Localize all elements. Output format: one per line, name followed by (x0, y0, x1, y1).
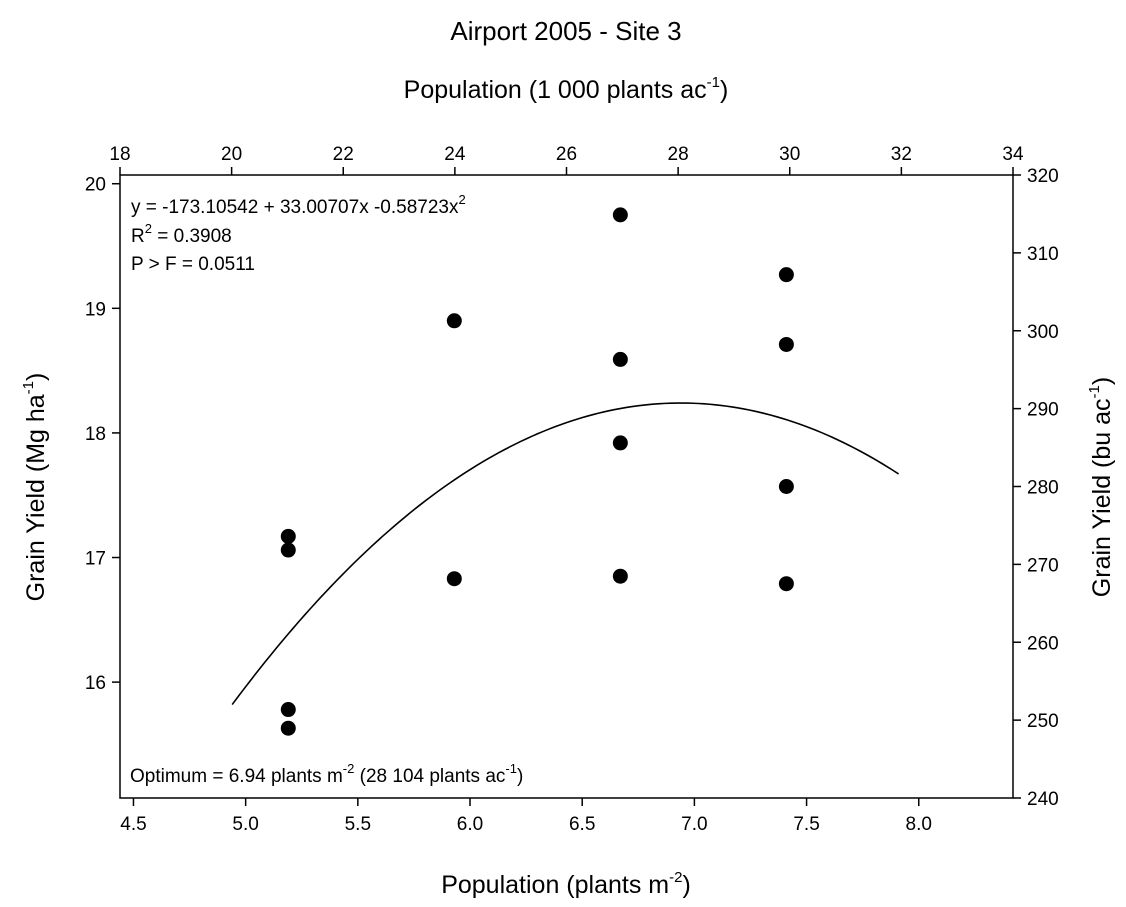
y-right-tick-label: 250 (1027, 711, 1059, 732)
data-point (280, 528, 296, 544)
data-point (612, 207, 628, 223)
optimum-label: Optimum = 6.94 plants m-2 (28 104 plants… (130, 761, 523, 787)
data-point (778, 479, 794, 494)
x-bottom-tick-label: 5.0 (232, 814, 258, 835)
data-point (612, 568, 628, 584)
x-top-tick-label: 26 (556, 144, 577, 165)
x-bottom-tick-label: 7.0 (681, 814, 707, 835)
data-point (280, 720, 296, 736)
chart-title: Airport 2005 - Site 3 (450, 16, 681, 46)
p-value-label: P > F = 0.0511 (131, 254, 255, 275)
x-top-tick-label: 32 (891, 144, 912, 165)
x-bottom-tick-label: 7.5 (793, 814, 819, 835)
right-axis-label: Grain Yield (bu ac-1) (1086, 377, 1116, 597)
y-right-tick-label: 260 (1027, 633, 1059, 654)
left-axis-label: Grain Yield (Mg ha-1) (20, 373, 50, 602)
y-left-tick-label: 17 (85, 549, 106, 570)
tick-layer: 4.5 5.0 5.5 6.0 6.5 7.0 7.5 8.018 20 22 24 26 28 30 32… (85, 144, 1059, 835)
x-bottom-tick-label: 4.5 (120, 814, 146, 835)
y-left-tick-label: 19 (85, 299, 106, 320)
x-bottom-tick-label: 6.5 (569, 814, 595, 835)
data-point (280, 542, 296, 558)
x-top-tick-label: 22 (333, 144, 354, 165)
y-right-tick-label: 240 (1027, 789, 1059, 810)
x-bottom-tick-label: 5.5 (345, 814, 371, 835)
data-point (778, 576, 794, 592)
fit-curve (231, 402, 900, 706)
x-top-tick-label: 18 (109, 144, 130, 165)
y-right-tick-label: 270 (1027, 555, 1059, 576)
x-top-tick-label: 34 (1002, 144, 1024, 165)
data-points (280, 207, 794, 736)
x-bottom-tick-label: 6.0 (457, 814, 483, 835)
x-bottom-tick-label: 8.0 (906, 814, 932, 835)
data-point (612, 435, 628, 451)
x-top-tick-label: 24 (444, 144, 466, 165)
bottom-axis-label: Population (plants m-2) (441, 869, 691, 899)
equation-label: y = -173.10542 + 33.00707x -0.58723x2 (131, 192, 466, 218)
data-point (280, 702, 296, 718)
data-point (778, 336, 794, 352)
x-top-tick-label: 20 (221, 144, 242, 165)
r-squared-label: R2 = 0.3908 (131, 221, 232, 247)
data-point (612, 351, 628, 367)
y-right-tick-label: 300 (1027, 322, 1059, 343)
data-point (446, 313, 462, 329)
data-point (446, 571, 462, 587)
x-top-tick-label: 28 (668, 144, 689, 165)
y-right-tick-label: 310 (1027, 244, 1059, 265)
y-left-tick-label: 16 (85, 673, 106, 694)
y-left-tick-label: 20 (85, 175, 106, 196)
top-axis-label: Population (1 000 plants ac-1) (404, 74, 729, 104)
y-right-tick-label: 290 (1027, 400, 1059, 421)
x-top-tick-label: 30 (779, 144, 800, 165)
y-left-tick-label: 18 (85, 424, 106, 445)
y-right-tick-label: 280 (1027, 478, 1059, 499)
data-point (778, 267, 794, 283)
y-right-tick-label: 320 (1027, 166, 1059, 187)
